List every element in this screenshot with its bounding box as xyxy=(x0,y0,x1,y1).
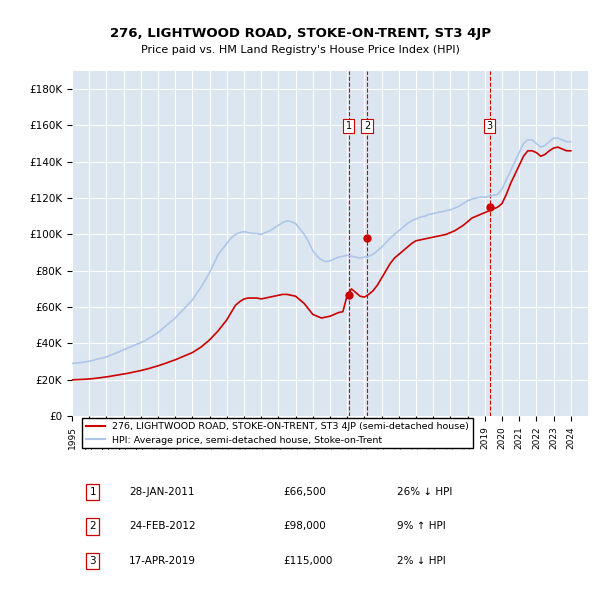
Text: £66,500: £66,500 xyxy=(284,487,326,497)
Text: 17-APR-2019: 17-APR-2019 xyxy=(129,556,196,566)
Text: 1: 1 xyxy=(89,487,96,497)
Text: 3: 3 xyxy=(89,556,96,566)
Text: 9% ↑ HPI: 9% ↑ HPI xyxy=(397,522,446,532)
Text: 2: 2 xyxy=(364,121,370,131)
Text: 28-JAN-2011: 28-JAN-2011 xyxy=(129,487,194,497)
Text: 2: 2 xyxy=(89,522,96,532)
Text: 2% ↓ HPI: 2% ↓ HPI xyxy=(397,556,446,566)
Text: Price paid vs. HM Land Registry's House Price Index (HPI): Price paid vs. HM Land Registry's House … xyxy=(140,45,460,55)
Text: 24-FEB-2012: 24-FEB-2012 xyxy=(129,522,196,532)
Text: 276, LIGHTWOOD ROAD, STOKE-ON-TRENT, ST3 4JP: 276, LIGHTWOOD ROAD, STOKE-ON-TRENT, ST3… xyxy=(110,27,491,40)
Text: £115,000: £115,000 xyxy=(284,556,333,566)
Legend: 276, LIGHTWOOD ROAD, STOKE-ON-TRENT, ST3 4JP (semi-detached house), HPI: Average: 276, LIGHTWOOD ROAD, STOKE-ON-TRENT, ST3… xyxy=(82,418,473,448)
Text: 3: 3 xyxy=(487,121,493,131)
Text: 1: 1 xyxy=(346,121,352,131)
Text: £98,000: £98,000 xyxy=(284,522,326,532)
Text: 26% ↓ HPI: 26% ↓ HPI xyxy=(397,487,452,497)
